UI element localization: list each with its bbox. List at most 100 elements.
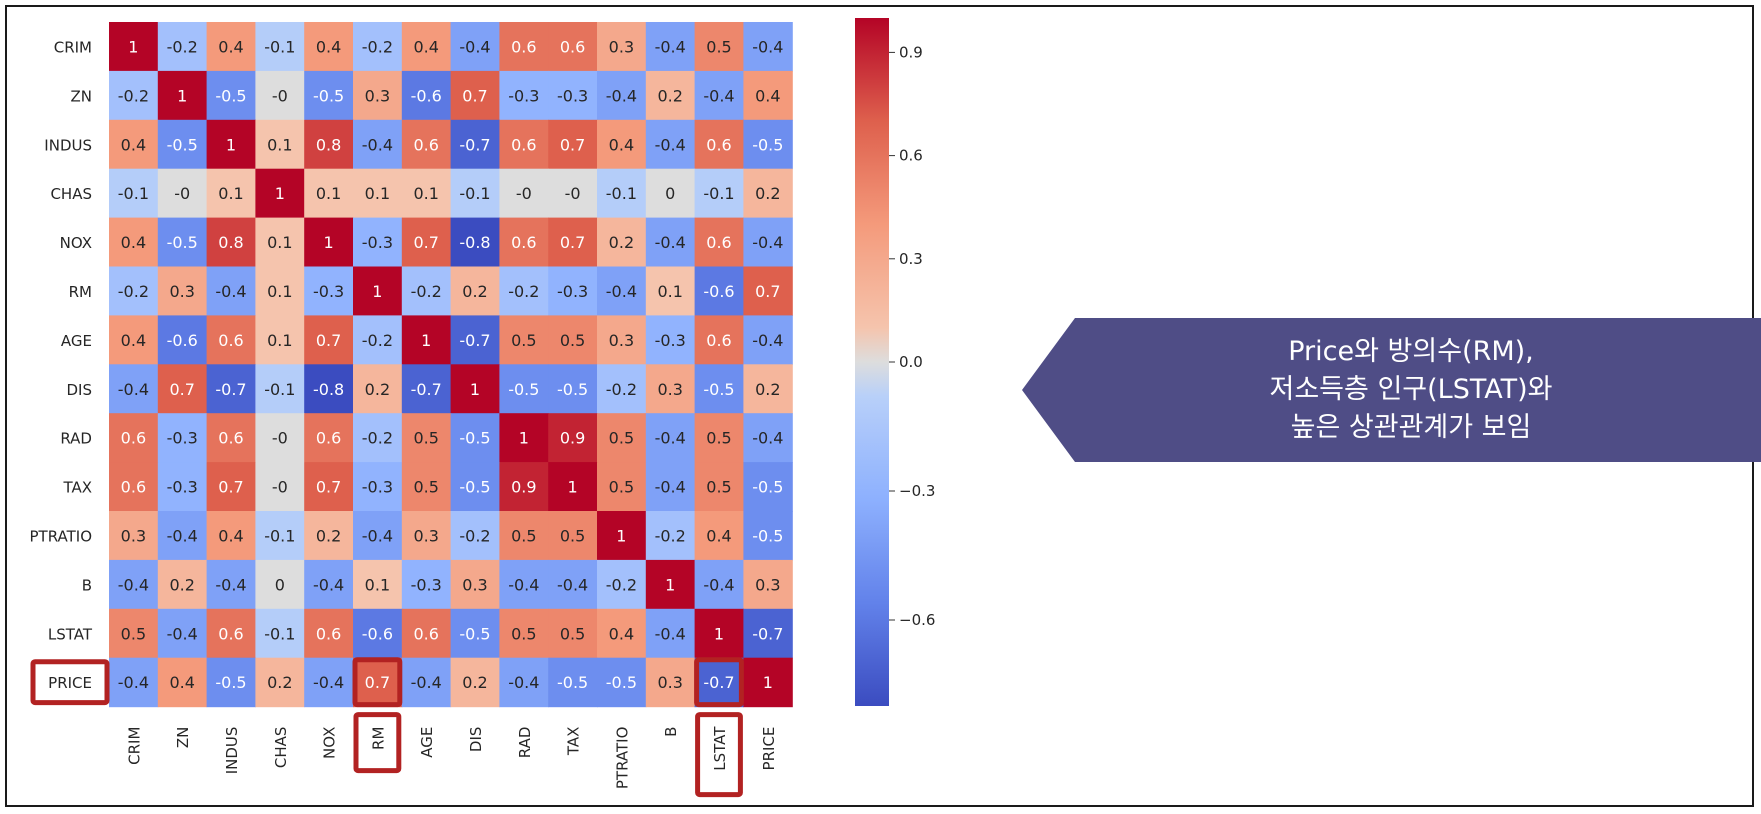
heatmap-value-INDUS-ZN: -0.5 <box>167 135 198 154</box>
heatmap-value-PTRATIO-INDUS: 0.4 <box>218 526 243 545</box>
heatmap-value-NOX-LSTAT: 0.6 <box>706 233 731 252</box>
heatmap-value-TAX-RAD: 0.9 <box>511 478 536 497</box>
colorbar-tick-label: 0.0 <box>899 353 923 371</box>
heatmap-value-CRIM-AGE: 0.4 <box>413 37 438 56</box>
heatmap-cell-RAD-PRICE <box>743 413 793 463</box>
heatmap-cell-PTRATIO-PTRATIO <box>597 511 647 561</box>
heatmap-cell-NOX-ZN <box>157 217 208 268</box>
heatmap-value-AGE-LSTAT: 0.6 <box>706 331 731 350</box>
heatmap-cell-NOX-TAX <box>548 217 598 268</box>
highlight-col-label-lstat <box>695 712 743 798</box>
heatmap-cell-NOX-NOX <box>304 217 354 268</box>
heatmap-value-PTRATIO-LSTAT: 0.4 <box>706 526 731 545</box>
heatmap-cell-AGE-NOX <box>304 315 354 365</box>
heatmap-cell-PRICE-CRIM <box>109 657 159 708</box>
heatmap-cell-ZN-ZN <box>157 70 208 121</box>
heatmap-value-NOX-ZN: -0.5 <box>167 233 198 252</box>
heatmap-cell-DIS-DIS <box>450 364 500 414</box>
col-label-indus: INDUS <box>223 727 241 775</box>
heatmap-cell-RAD-INDUS <box>206 413 256 463</box>
col-label-age: AGE <box>418 727 436 758</box>
heatmap-value-PRICE-CRIM: -0.4 <box>118 673 149 692</box>
heatmap-cell-B-RM <box>353 559 403 610</box>
heatmap-cell-TAX-NOX <box>304 462 354 512</box>
heatmap-cell-CHAS-RAD <box>499 168 549 219</box>
heatmap-value-PTRATIO-AGE: 0.3 <box>413 526 438 545</box>
heatmap-value-B-TAX: -0.4 <box>557 575 588 594</box>
heatmap-cell-CHAS-INDUS <box>206 168 256 219</box>
heatmap-value-RAD-RM: -0.2 <box>362 429 393 448</box>
heatmap-value-AGE-AGE: 1 <box>421 331 431 350</box>
heatmap-value-PTRATIO-NOX: 0.2 <box>316 526 341 545</box>
heatmap-value-LSTAT-LSTAT: 1 <box>714 624 724 643</box>
heatmap-cell-CHAS-B <box>645 168 696 219</box>
heatmap-value-CHAS-AGE: 0.1 <box>413 184 438 203</box>
heatmap-value-CHAS-DIS: -0.1 <box>459 184 490 203</box>
heatmap-cell-RAD-NOX <box>304 413 354 463</box>
heatmap-cell-LSTAT-PTRATIO <box>597 608 647 659</box>
heatmap-value-CHAS-RAD: -0 <box>516 184 532 203</box>
heatmap-value-ZN-INDUS: -0.5 <box>215 86 246 105</box>
heatmap-value-PRICE-TAX: -0.5 <box>557 673 588 692</box>
heatmap-cell-ZN-LSTAT <box>694 70 744 121</box>
heatmap-value-LSTAT-PTRATIO: 0.4 <box>609 624 634 643</box>
heatmap-value-DIS-DIS: 1 <box>470 380 480 399</box>
heatmap-value-RM-RM: 1 <box>372 282 382 301</box>
heatmap-value-RAD-RAD: 1 <box>519 429 529 448</box>
heatmap-cell-INDUS-B <box>645 119 696 170</box>
colorbar-tick-label: −0.3 <box>899 482 935 500</box>
heatmap-cell-AGE-PTRATIO <box>597 315 647 365</box>
heatmap-value-NOX-CRIM: 0.4 <box>121 233 146 252</box>
heatmap-cell-TAX-AGE <box>401 462 452 512</box>
heatmap-value-LSTAT-CRIM: 0.5 <box>121 624 146 643</box>
heatmap-value-NOX-NOX: 1 <box>324 233 334 252</box>
heatmap-cell-RAD-B <box>645 413 696 463</box>
heatmap-value-AGE-CHAS: 0.1 <box>267 331 292 350</box>
heatmap-value-CRIM-PTRATIO: 0.3 <box>609 37 634 56</box>
heatmap-cell-AGE-CRIM <box>109 315 159 365</box>
heatmap-cell-DIS-TAX <box>548 364 598 414</box>
heatmap-value-ZN-TAX: -0.3 <box>557 86 588 105</box>
callout-text: Price와 방의수(RM), 저소득층 인구(LSTAT)와 높은 상관관계가… <box>1075 318 1747 462</box>
heatmap-cell-NOX-B <box>645 217 696 268</box>
heatmap-cell-INDUS-DIS <box>450 119 500 170</box>
heatmap-value-NOX-RAD: 0.6 <box>511 233 536 252</box>
heatmap-value-CHAS-ZN: -0 <box>174 184 190 203</box>
heatmap-cell-LSTAT-RAD <box>499 608 549 659</box>
heatmap-value-NOX-B: -0.4 <box>655 233 686 252</box>
heatmap-value-INDUS-AGE: 0.6 <box>413 135 438 154</box>
row-label-price: PRICE <box>48 674 92 692</box>
heatmap-value-TAX-LSTAT: 0.5 <box>706 478 731 497</box>
heatmap-value-PTRATIO-CHAS: -0.1 <box>264 526 295 545</box>
col-label-rm: RM <box>369 727 387 750</box>
heatmap-value-PRICE-ZN: 0.4 <box>169 673 194 692</box>
heatmap-cell-RAD-ZN <box>157 413 208 463</box>
heatmap-value-CRIM-LSTAT: 0.5 <box>706 37 731 56</box>
heatmap-value-CHAS-PTRATIO: -0.1 <box>606 184 637 203</box>
heatmap-value-PRICE-B: 0.3 <box>657 673 682 692</box>
heatmap-cell-DIS-INDUS <box>206 364 256 414</box>
heatmap-cell-INDUS-PRICE <box>743 119 793 170</box>
heatmap-cell-CHAS-CHAS <box>255 168 305 219</box>
heatmap-value-B-RM: 0.1 <box>365 575 390 594</box>
heatmap-value-CRIM-INDUS: 0.4 <box>218 37 243 56</box>
heatmap-cell-ZN-INDUS <box>206 70 256 121</box>
heatmap-cell-RM-TAX <box>548 266 598 316</box>
heatmap-value-DIS-NOX: -0.8 <box>313 380 344 399</box>
heatmap-cell-NOX-DIS <box>450 217 500 268</box>
heatmap-cell-LSTAT-CHAS <box>255 608 305 659</box>
heatmap-value-CRIM-DIS: -0.4 <box>459 37 490 56</box>
colorbar-tick-label: −0.6 <box>899 611 935 629</box>
heatmap-value-CRIM-NOX: 0.4 <box>316 37 341 56</box>
heatmap-value-LSTAT-RAD: 0.5 <box>511 624 536 643</box>
callout-arrow-shape <box>1022 318 1761 462</box>
heatmap-cell-CRIM-RM <box>353 22 403 72</box>
heatmap-value-RAD-PRICE: -0.4 <box>752 429 783 448</box>
heatmap-value-NOX-CHAS: 0.1 <box>267 233 292 252</box>
heatmap-value-CHAS-CHAS: 1 <box>275 184 285 203</box>
heatmap-cell-TAX-ZN <box>157 462 208 512</box>
heatmap-value-PRICE-LSTAT: -0.7 <box>703 673 734 692</box>
heatmap-value-TAX-B: -0.4 <box>655 478 686 497</box>
highlight-row-label-price <box>30 659 110 706</box>
heatmap-value-CHAS-LSTAT: -0.1 <box>703 184 734 203</box>
